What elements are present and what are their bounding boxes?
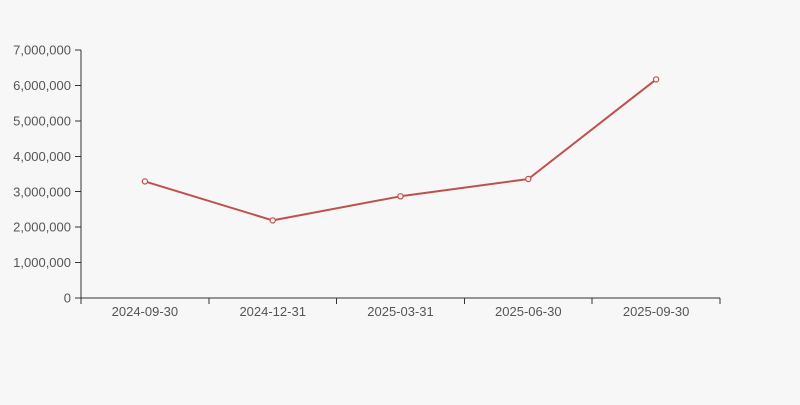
data-point-marker[interactable] <box>397 193 404 200</box>
x-axis-label: 2024-12-31 <box>239 304 306 319</box>
y-axis-label: 7,000,000 <box>13 43 71 58</box>
data-point-marker[interactable] <box>269 217 276 224</box>
y-axis-label: 1,000,000 <box>13 255 71 270</box>
y-axis-label: 3,000,000 <box>13 184 71 199</box>
x-axis-label: 2025-03-31 <box>367 304 434 319</box>
data-point-marker[interactable] <box>141 178 149 185</box>
x-axis-label: 2025-06-30 <box>495 304 562 319</box>
y-axis-label: 6,000,000 <box>13 78 71 93</box>
y-axis-label: 2,000,000 <box>13 220 71 235</box>
y-axis-label: 0 <box>64 291 71 306</box>
data-point-marker[interactable] <box>525 175 532 183</box>
y-axis-label: 4,000,000 <box>13 149 71 164</box>
y-axis-label: 5,000,000 <box>13 113 71 128</box>
data-point-marker[interactable] <box>652 76 660 83</box>
x-axis-label: 2025-09-30 <box>623 304 690 319</box>
x-axis-label: 2024-09-30 <box>112 304 179 319</box>
